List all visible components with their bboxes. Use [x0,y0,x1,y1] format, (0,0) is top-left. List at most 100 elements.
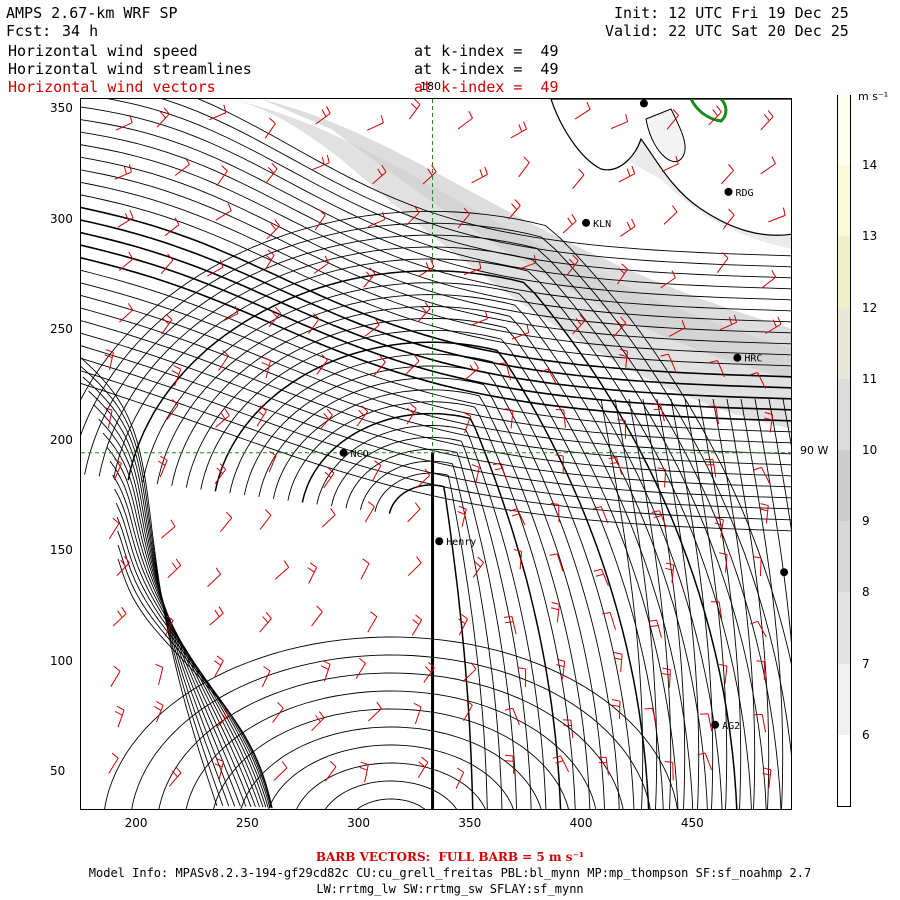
physics-info: LW:rrtmg_lw SW:rrtmg_sw SFLAY:sf_mynn [316,882,584,896]
streamline [200,329,664,809]
wind-barb-shaft [512,755,515,775]
streamline [81,194,791,367]
wind-barb-flag [709,360,718,364]
wind-barb-flag [715,517,724,521]
colorbar-tick-label: 9 [862,514,870,529]
streamline [600,398,644,809]
streamline [102,432,252,807]
wind-barb-shaft [308,318,320,334]
wind-barb-shaft [672,762,674,781]
streamline [316,425,547,809]
wind-barb-flag [123,166,127,175]
wind-barb-shaft [510,128,527,139]
streamline [161,99,791,268]
wind-barb-shaft [215,415,230,428]
station-label: RDG [735,188,753,199]
wind-barb-flag [498,362,507,365]
field-name-vectors: Horizontal wind vectors [8,78,216,96]
wind-barb-flag [171,562,178,570]
wind-barb-shaft [417,762,429,778]
wind-barb-flag [215,758,224,762]
station-marker [639,99,648,108]
wind-barb-shaft [720,519,724,538]
wind-barb-shaft [117,709,125,728]
wind-barb-flag [376,701,382,709]
x-tick-label: 250 [235,816,259,830]
wind-barb-flag [458,618,466,625]
wind-barb-shaft [516,508,526,526]
map-plot-area[interactable]: NCO Henry KLN RDG HRC AG2 [80,98,792,810]
streamline [81,119,791,301]
wind-barb-flag [316,605,323,613]
wind-barb-shaft [518,162,530,178]
wind-barb-shaft [717,360,725,378]
wind-barb-shaft [308,567,318,584]
wind-barb-flag [477,556,484,563]
wind-barb-shaft [600,506,609,524]
streamline [330,436,532,809]
colorbar-segment [838,236,850,308]
wind-barb-shaft [563,409,566,428]
streamline [113,258,752,809]
wind-barb-shaft [562,661,566,680]
wind-barb-shaft [321,514,336,528]
wind-barb-flag [120,559,127,567]
wind-barb-flag [124,213,130,221]
field-name-streamlines: Horizontal wind streamlines [8,60,252,78]
wind-barb-shaft [261,670,271,688]
wind-barb-shaft [707,713,713,732]
wind-barb-flag [772,319,777,328]
streamline [158,672,624,809]
wind-barb-shaft [119,309,134,323]
wind-barb-shaft [113,463,122,481]
wind-barb-shaft [666,115,679,130]
wind-barb-flag [173,365,181,370]
wind-barb-flag [281,761,288,769]
wind-barb-shaft [570,720,574,739]
wind-barb-flag [155,663,164,668]
y-tick-label: 200 [50,432,73,447]
wind-barb-flag [556,664,565,668]
wind-barb-shaft [207,573,221,587]
wind-barb-flag [104,354,113,359]
wind-barb-flag [671,205,678,213]
wind-barb-flag [721,252,729,259]
wind-barb-flag [163,107,170,115]
wind-barb-shaft [214,469,227,485]
wind-barb-flag [216,467,223,475]
wind-barb-flag [160,111,166,119]
wind-barb-flag [714,522,723,526]
streamline [197,99,791,257]
wind-barb-shaft [109,352,114,371]
wind-barb-shaft [719,321,737,331]
wind-barb-shaft [373,361,386,377]
wind-barb-flag [579,314,586,321]
wind-barb-flag [556,658,565,662]
wind-barb-flag [504,707,513,711]
wind-barb-flag [322,660,331,665]
streamline [106,446,256,807]
wind-barb-flag [427,168,433,176]
wind-barb-flag [602,612,611,615]
streamline [388,484,474,809]
wind-barb-flag [174,217,180,225]
colorbar-segment [838,165,850,237]
wind-barb-flag [415,614,422,621]
wind-barb-shaft [216,714,230,728]
wind-barb-shaft [314,214,326,231]
wind-barb-flag [414,502,421,510]
wind-barb-flag [318,711,325,719]
wind-barb-flag [326,106,331,114]
wind-barb-flag [269,450,277,456]
wind-barb-flag [567,217,573,225]
wind-barb-flag [763,114,770,121]
wind-barb-shaft [760,116,774,131]
wind-speed-shading-core [261,99,791,379]
wind-barb-shaft [457,117,473,130]
wind-barb-shaft [116,562,130,576]
wind-barb-shaft [356,411,369,427]
wind-barb-shaft [619,225,636,237]
wind-barb-shaft [463,268,482,276]
wind-barb-shaft [367,616,378,633]
streamline [213,708,569,809]
